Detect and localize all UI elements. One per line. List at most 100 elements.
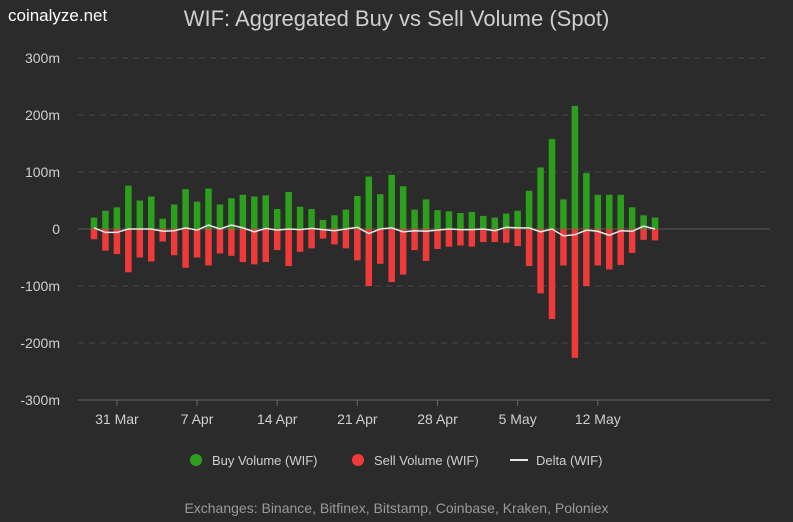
sell-volume-bar[interactable] bbox=[159, 229, 166, 242]
buy-volume-bar[interactable] bbox=[525, 190, 533, 229]
sell-volume-bar[interactable] bbox=[388, 229, 395, 283]
sell-volume-bar[interactable] bbox=[239, 229, 247, 263]
buy-volume-bar[interactable] bbox=[491, 217, 499, 229]
sell-volume-bar[interactable] bbox=[251, 229, 258, 265]
sell-volume-bar[interactable] bbox=[296, 229, 304, 252]
buy-volume-bar[interactable] bbox=[193, 201, 201, 229]
buy-volume-bar[interactable] bbox=[422, 199, 430, 229]
buy-volume-bar[interactable] bbox=[159, 218, 166, 229]
buy-volume-bar[interactable] bbox=[388, 174, 395, 229]
buy-volume-bar[interactable] bbox=[308, 209, 315, 229]
sell-volume-bar[interactable] bbox=[525, 229, 533, 267]
buy-volume-bar[interactable] bbox=[319, 219, 327, 229]
sell-volume-bar[interactable] bbox=[354, 229, 361, 261]
buy-volume-bar[interactable] bbox=[537, 167, 544, 229]
buy-volume-bar[interactable] bbox=[342, 209, 350, 229]
buy-volume-bar[interactable] bbox=[445, 211, 453, 229]
buy-volume-bar[interactable] bbox=[628, 207, 636, 229]
buy-volume-bar[interactable] bbox=[228, 198, 235, 229]
buy-volume-bar[interactable] bbox=[216, 204, 224, 229]
sell-volume-bar[interactable] bbox=[125, 229, 132, 273]
sell-volume-bar[interactable] bbox=[90, 229, 98, 240]
sell-volume-bar[interactable] bbox=[651, 229, 659, 241]
sell-volume-bar[interactable] bbox=[560, 229, 567, 266]
sell-volume-bar[interactable] bbox=[606, 229, 613, 270]
sell-volume-bar[interactable] bbox=[205, 229, 212, 266]
sell-volume-bar[interactable] bbox=[365, 229, 373, 286]
buy-volume-bar[interactable] bbox=[651, 217, 659, 229]
sell-volume-bar[interactable] bbox=[399, 229, 407, 275]
buy-volume-bar[interactable] bbox=[377, 194, 384, 229]
buy-volume-bar[interactable] bbox=[548, 138, 556, 229]
buy-volume-bar[interactable] bbox=[296, 206, 304, 229]
sell-volume-bar[interactable] bbox=[537, 229, 544, 294]
buy-volume-bar[interactable] bbox=[273, 209, 281, 229]
sell-volume-bar[interactable] bbox=[308, 229, 315, 249]
sell-volume-bar[interactable] bbox=[571, 229, 579, 358]
buy-volume-bar[interactable] bbox=[285, 191, 292, 229]
buy-volume-bar[interactable] bbox=[354, 195, 361, 229]
brand-logo[interactable]: coinalyze.net bbox=[8, 6, 108, 25]
buy-volume-bar[interactable] bbox=[125, 185, 132, 229]
sell-volume-bar[interactable] bbox=[514, 229, 521, 247]
sell-volume-bar[interactable] bbox=[377, 229, 384, 264]
sell-volume-bar[interactable] bbox=[102, 229, 109, 251]
sell-volume-bar[interactable] bbox=[331, 229, 338, 245]
sell-volume-bar[interactable] bbox=[113, 229, 121, 255]
sell-volume-bar[interactable] bbox=[182, 229, 189, 268]
buy-volume-bar[interactable] bbox=[170, 204, 178, 229]
sell-volume-bar[interactable] bbox=[457, 229, 464, 246]
sell-volume-bar[interactable] bbox=[480, 229, 487, 243]
buy-volume-bar[interactable] bbox=[594, 194, 602, 229]
sell-volume-bar[interactable] bbox=[491, 229, 499, 243]
buy-volume-bar[interactable] bbox=[640, 215, 647, 229]
buy-volume-bar[interactable] bbox=[411, 209, 418, 229]
buy-volume-bar[interactable] bbox=[239, 194, 247, 229]
buy-volume-bar[interactable] bbox=[583, 173, 590, 229]
buy-volume-bar[interactable] bbox=[514, 210, 521, 229]
legend-buy-volume[interactable]: Buy Volume (WIF) bbox=[190, 453, 317, 468]
sell-volume-bar[interactable] bbox=[216, 229, 224, 254]
sell-volume-bar[interactable] bbox=[273, 229, 281, 251]
buy-volume-bar[interactable] bbox=[148, 196, 155, 229]
sell-volume-bar[interactable] bbox=[193, 229, 201, 258]
buy-volume-bar[interactable] bbox=[434, 210, 441, 229]
sell-volume-bar[interactable] bbox=[445, 229, 453, 247]
buy-volume-bar[interactable] bbox=[457, 213, 464, 229]
sell-volume-bar[interactable] bbox=[640, 229, 647, 240]
sell-volume-bar[interactable] bbox=[262, 229, 270, 263]
sell-volume-bar[interactable] bbox=[617, 229, 624, 265]
legend-delta[interactable]: Delta (WIF) bbox=[510, 453, 602, 468]
sell-volume-bar[interactable] bbox=[434, 229, 441, 249]
buy-volume-bar[interactable] bbox=[617, 194, 624, 229]
buy-volume-bar[interactable] bbox=[251, 196, 258, 229]
buy-volume-bar[interactable] bbox=[102, 210, 109, 229]
legend-sell-volume[interactable]: Sell Volume (WIF) bbox=[352, 453, 479, 468]
buy-volume-bar[interactable] bbox=[399, 186, 407, 229]
buy-volume-bar[interactable] bbox=[468, 211, 476, 229]
sell-volume-bar[interactable] bbox=[502, 229, 510, 243]
buy-volume-bar[interactable] bbox=[205, 188, 212, 229]
sell-volume-bar[interactable] bbox=[583, 229, 590, 286]
sell-volume-bar[interactable] bbox=[594, 229, 602, 266]
delta-line[interactable] bbox=[93, 224, 656, 237]
sell-volume-bar[interactable] bbox=[228, 229, 235, 256]
sell-volume-bar[interactable] bbox=[628, 229, 636, 253]
buy-volume-bar[interactable] bbox=[365, 176, 373, 229]
buy-volume-bar[interactable] bbox=[262, 195, 270, 229]
sell-volume-bar[interactable] bbox=[148, 229, 155, 262]
buy-volume-bar[interactable] bbox=[90, 217, 98, 229]
buy-volume-bar[interactable] bbox=[136, 200, 144, 230]
buy-volume-bar[interactable] bbox=[502, 213, 510, 229]
sell-volume-bar[interactable] bbox=[468, 229, 476, 247]
sell-volume-bar[interactable] bbox=[170, 229, 178, 256]
sell-volume-bar[interactable] bbox=[548, 229, 556, 320]
buy-volume-bar[interactable] bbox=[480, 215, 487, 229]
sell-volume-bar[interactable] bbox=[411, 229, 418, 251]
buy-volume-bar[interactable] bbox=[560, 199, 567, 229]
buy-volume-bar[interactable] bbox=[571, 105, 579, 229]
sell-volume-bar[interactable] bbox=[136, 229, 144, 258]
sell-volume-bar[interactable] bbox=[422, 229, 430, 261]
buy-volume-bar[interactable] bbox=[331, 215, 338, 229]
sell-volume-bar[interactable] bbox=[342, 229, 350, 249]
